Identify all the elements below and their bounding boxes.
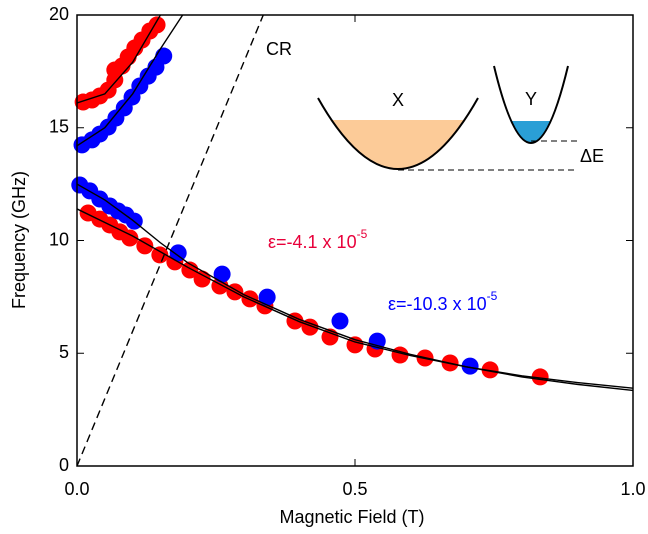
plot-frame: [76, 14, 634, 467]
x-tick-label: 1.0: [620, 479, 645, 499]
y-tick-label: 5: [59, 342, 69, 362]
data-point: [331, 312, 349, 330]
data-point: [301, 318, 319, 336]
annotation-superscript: -5: [357, 227, 368, 241]
fit-line: [77, 183, 633, 392]
inset-label: ΔE: [580, 146, 604, 166]
data-point: [151, 246, 169, 264]
annotation-superscript: -5: [487, 289, 498, 303]
inset-fill-x: [318, 120, 478, 169]
inset-diagram: X Y ΔE: [317, 65, 604, 171]
data-point: [213, 265, 231, 283]
annotation: ε=-10.3 x 10-5: [388, 289, 498, 314]
data-point: [531, 368, 549, 386]
annotation-text: ε=-4.1 x 10: [268, 232, 357, 252]
inset-band-x: [317, 97, 479, 170]
inset-fill-y: [494, 121, 568, 143]
annotation: ε=-4.1 x 10-5: [268, 227, 368, 252]
lines-group: [77, 15, 633, 466]
x-tick-label: 0.0: [64, 479, 89, 499]
data-point: [368, 332, 386, 350]
data-point: [258, 288, 276, 306]
data-point: [286, 312, 304, 330]
inset-label: Y: [525, 89, 537, 109]
x-tick-label: 0.5: [342, 479, 367, 499]
line-label: CR: [266, 39, 292, 59]
y-tick-label: 0: [59, 455, 69, 475]
inset-label: X: [392, 90, 404, 110]
data-point: [155, 47, 173, 65]
data-point: [193, 270, 211, 288]
inset-band-y: [493, 65, 569, 144]
y-tick-label: 10: [49, 229, 69, 249]
y-tick-label: 15: [49, 117, 69, 137]
x-axis-label: Magnetic Field (T): [279, 507, 424, 527]
fit-line: [77, 15, 184, 147]
y-axis-label: Frequency (GHz): [9, 171, 29, 309]
data-point: [121, 229, 139, 247]
data-point: [461, 357, 479, 375]
y-tick-label: 20: [49, 4, 69, 24]
data-point: [136, 237, 154, 255]
data-point: [169, 244, 187, 262]
data-point: [481, 361, 499, 379]
reference-line: [77, 15, 264, 466]
annotation-text: ε=-10.3 x 10: [388, 294, 487, 314]
fit-line: [77, 15, 162, 104]
fit-line: [77, 208, 633, 389]
data-point: [346, 336, 364, 354]
